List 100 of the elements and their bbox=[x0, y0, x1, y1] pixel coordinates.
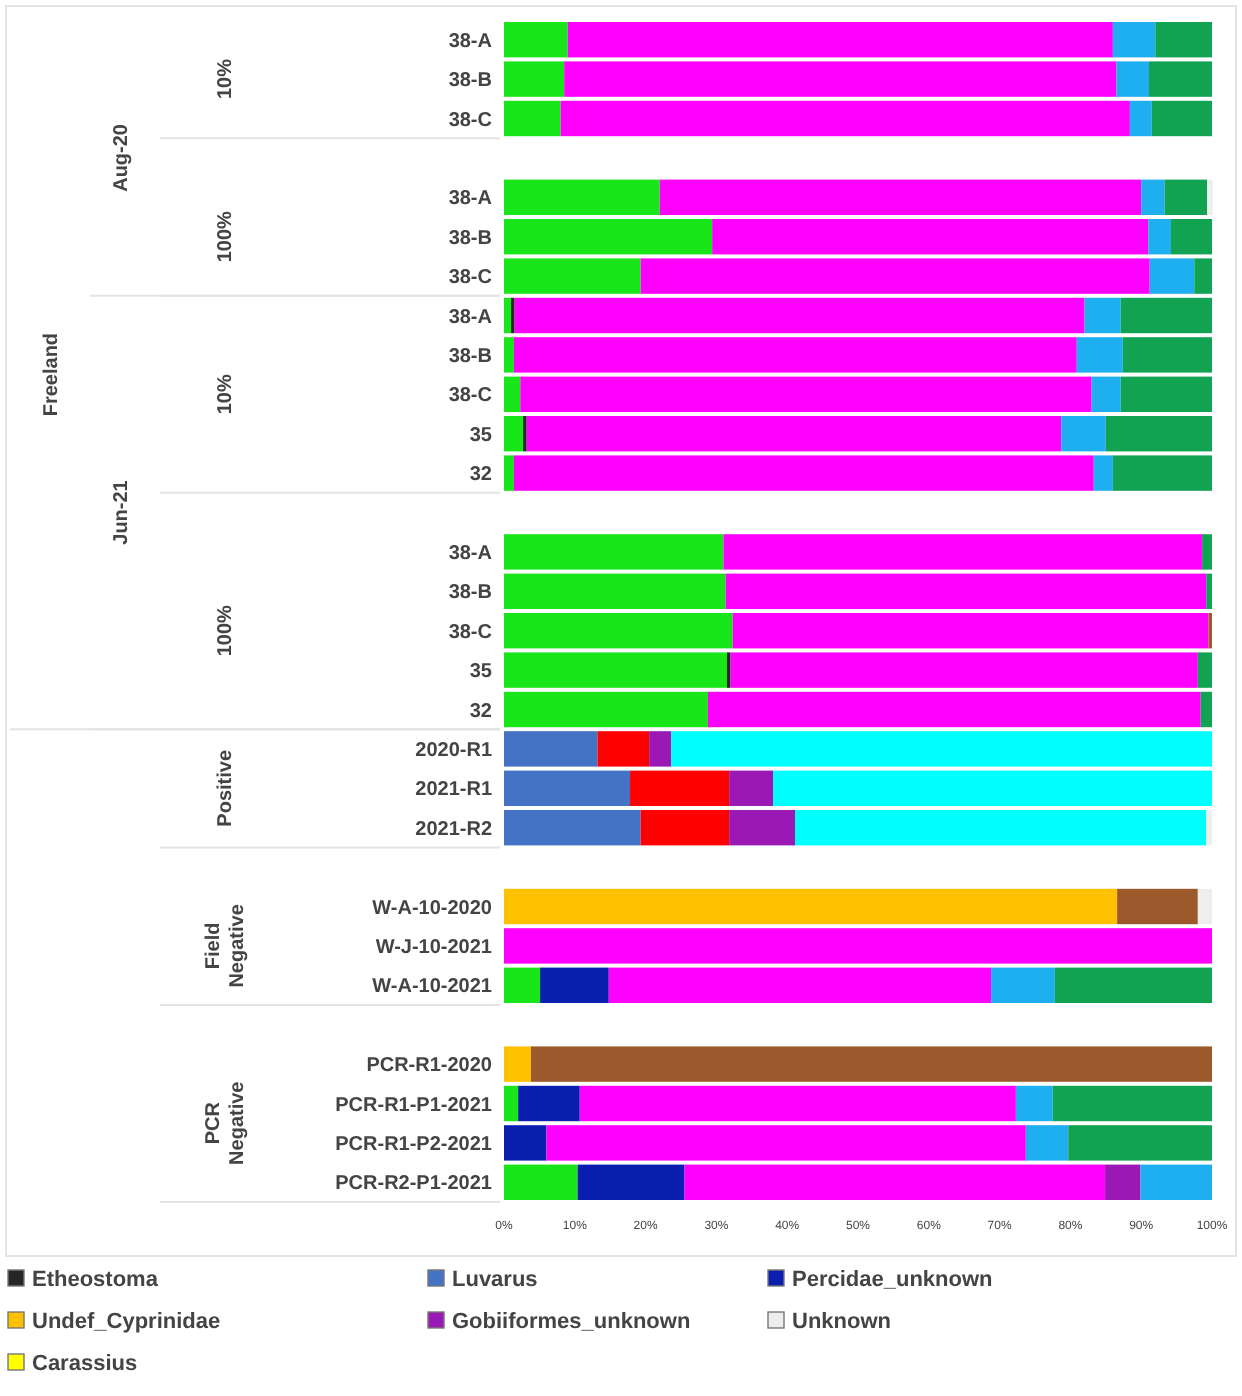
bar bbox=[712, 219, 1149, 255]
y-tick-label: 2021-R1 bbox=[415, 779, 493, 802]
text: Freeland bbox=[41, 332, 63, 417]
y-tick-label: W-J-10-2021 bbox=[375, 936, 493, 959]
bar bbox=[1116, 61, 1149, 97]
bar bbox=[504, 1164, 578, 1200]
bar bbox=[540, 967, 609, 1003]
bar bbox=[504, 376, 521, 412]
legend-label: Carassius bbox=[32, 1351, 138, 1376]
bar bbox=[504, 179, 660, 215]
bar bbox=[671, 731, 1212, 767]
bar bbox=[1122, 337, 1212, 373]
text: Positive bbox=[215, 749, 237, 827]
text: 10% bbox=[215, 58, 237, 100]
legend-label: Etheostoma bbox=[32, 1267, 160, 1292]
bar bbox=[1076, 337, 1123, 373]
bar bbox=[504, 1085, 519, 1122]
y-tick-label: 38-B bbox=[448, 227, 492, 250]
bar bbox=[1164, 179, 1208, 215]
bar bbox=[504, 416, 524, 452]
bar bbox=[1140, 1164, 1212, 1200]
y-tick-label: 35 bbox=[469, 424, 493, 447]
bar bbox=[729, 810, 795, 846]
bar bbox=[1015, 1085, 1053, 1122]
y-tick-label: 38-C bbox=[448, 109, 492, 132]
bar bbox=[504, 337, 514, 373]
bar bbox=[1093, 455, 1113, 491]
bar bbox=[725, 573, 1207, 609]
text: Aug-20 bbox=[111, 123, 133, 192]
bar bbox=[504, 810, 641, 846]
y-tick-label: 38-C bbox=[448, 621, 492, 644]
bar bbox=[640, 810, 730, 846]
bar bbox=[504, 928, 1212, 964]
bar bbox=[1141, 179, 1165, 215]
bar bbox=[1061, 416, 1106, 452]
bar bbox=[1197, 652, 1212, 688]
bar bbox=[1197, 888, 1212, 925]
bar bbox=[732, 613, 1209, 649]
legend-label: Unknown bbox=[792, 1309, 892, 1334]
y-tick-label: 38-A bbox=[448, 542, 492, 565]
bar bbox=[518, 1085, 580, 1122]
bar bbox=[504, 731, 598, 767]
bar bbox=[504, 455, 514, 491]
text: Field Negative bbox=[203, 903, 249, 988]
bar bbox=[564, 61, 1117, 97]
legend-label: Luvarus bbox=[452, 1267, 538, 1292]
bar bbox=[991, 967, 1055, 1003]
bar bbox=[520, 376, 1092, 412]
bar bbox=[504, 573, 726, 609]
bar bbox=[504, 297, 512, 334]
bar bbox=[630, 770, 730, 806]
bar bbox=[1105, 1164, 1141, 1200]
legend-label: Undef_Cyprinidae bbox=[32, 1309, 221, 1334]
bar bbox=[1200, 691, 1212, 728]
bar bbox=[1052, 1085, 1212, 1122]
y-tick-label: 38-A bbox=[448, 30, 492, 53]
text: 100% bbox=[215, 210, 237, 263]
bar bbox=[1206, 573, 1212, 609]
y-tick-label: 2021-R2 bbox=[415, 818, 493, 841]
bar bbox=[649, 731, 672, 767]
text: 100% bbox=[215, 604, 237, 657]
bar bbox=[504, 219, 713, 255]
bar bbox=[1149, 258, 1195, 294]
bar bbox=[730, 652, 1198, 688]
bar bbox=[514, 297, 1085, 334]
bar bbox=[560, 100, 1130, 137]
y-tick-label: 32 bbox=[469, 700, 493, 723]
bar bbox=[504, 613, 733, 649]
bar bbox=[1084, 297, 1121, 334]
bar bbox=[513, 337, 1077, 373]
y-tick-label: 38-B bbox=[448, 582, 492, 605]
bar bbox=[513, 455, 1094, 491]
bar bbox=[1068, 1125, 1212, 1161]
y-tick-label: 38-B bbox=[448, 345, 492, 368]
bar bbox=[579, 1085, 1016, 1122]
bar bbox=[1054, 967, 1212, 1003]
bar bbox=[729, 770, 774, 806]
text: Jun-21 bbox=[111, 479, 133, 545]
bar bbox=[1117, 888, 1198, 925]
bar bbox=[567, 22, 1113, 58]
y-tick-label: 38-A bbox=[448, 188, 492, 211]
bar bbox=[504, 691, 708, 728]
y-tick-label: 38-C bbox=[448, 385, 492, 408]
bar bbox=[597, 731, 650, 767]
y-tick-label: W-A-10-2021 bbox=[372, 976, 493, 999]
y-tick-label: 38-C bbox=[448, 267, 492, 290]
y-tick-label: 32 bbox=[469, 464, 493, 487]
bar bbox=[504, 61, 565, 97]
bar bbox=[546, 1125, 1026, 1161]
y-tick-label: PCR-R1-P2-2021 bbox=[335, 1133, 493, 1156]
y-tick-label: W-A-10-2020 bbox=[372, 897, 493, 920]
y-tick-label: PCR-R1-2020 bbox=[366, 1055, 493, 1078]
bar bbox=[1206, 810, 1212, 846]
bar bbox=[530, 1046, 1212, 1082]
bar bbox=[1148, 61, 1212, 97]
bar bbox=[1151, 100, 1212, 137]
bar bbox=[1120, 376, 1212, 412]
bar bbox=[1202, 534, 1212, 570]
bar bbox=[1155, 22, 1212, 58]
y-tick-label: 2020-R1 bbox=[415, 739, 493, 762]
